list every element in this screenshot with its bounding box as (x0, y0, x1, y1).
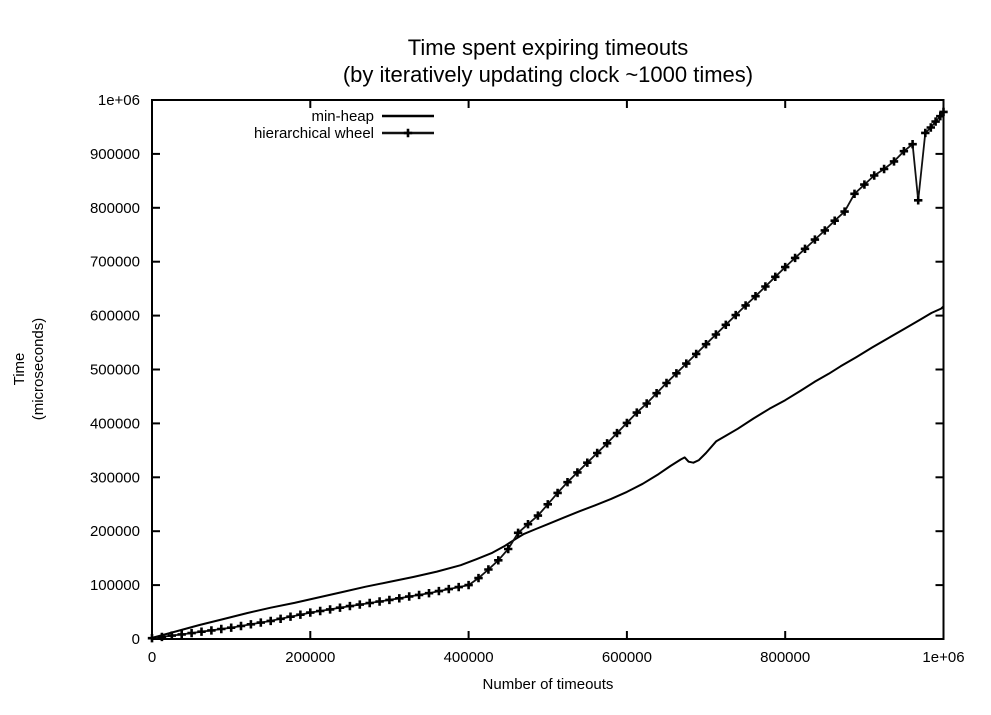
x-tick-label: 600000 (602, 649, 652, 666)
plot-border (151, 99, 945, 640)
y-tick-label: 0 (132, 631, 140, 648)
chart-title: Time spent expiring timeouts (407, 35, 689, 60)
x-tick-label: 200000 (285, 649, 335, 666)
x-axis-label: Number of timeouts (482, 676, 614, 693)
series-line-min-heap (151, 305, 945, 639)
y-tick-label: 100000 (90, 577, 140, 594)
y-tick-label: 300000 (90, 469, 140, 486)
x-tick-label: 800000 (760, 649, 810, 666)
y-tick-label: 800000 (90, 200, 140, 217)
y-tick-label: 200000 (90, 523, 140, 540)
chart-subtitle: (by iteratively updating clock ~1000 tim… (342, 62, 754, 87)
legend-sample-marker (403, 128, 413, 138)
y-tick-label: 500000 (90, 362, 140, 379)
x-tick-label: 0 (148, 649, 156, 666)
y-tick-label: 700000 (90, 254, 140, 271)
y-tick-label: 1e+06 (98, 92, 140, 109)
y-tick-label: 400000 (90, 415, 140, 432)
chart-title-block: Time spent expiring timeouts (by iterati… (152, 34, 944, 88)
legend-label-min-heap: min-heap (311, 108, 374, 125)
legend-label-hierarchical-wheel: hierarchical wheel (254, 125, 374, 142)
x-tick-label: 400000 (444, 649, 494, 666)
y-tick-label: 900000 (90, 146, 140, 163)
series-markers-hierarchical-wheel (147, 107, 948, 643)
x-tick-label: 1e+06 (922, 649, 964, 666)
y-tick-label: 600000 (90, 308, 140, 325)
